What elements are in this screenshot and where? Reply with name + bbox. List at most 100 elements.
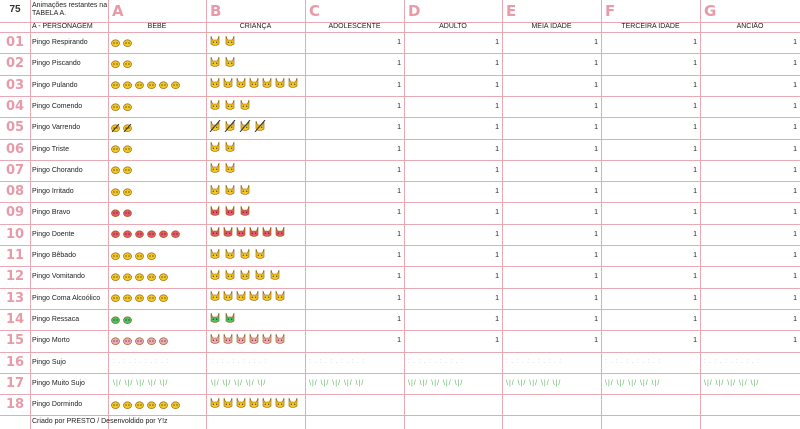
- row-name[interactable]: Pingo Varrendo: [32, 124, 81, 132]
- value-cell[interactable]: 1: [594, 273, 598, 281]
- value-cell[interactable]: 1: [693, 294, 697, 302]
- value-cell[interactable]: 1: [594, 337, 598, 345]
- header-criança[interactable]: CRIANÇA: [239, 23, 272, 30]
- value-cell[interactable]: 1: [397, 39, 401, 46]
- value-cell[interactable]: 1: [397, 60, 401, 68]
- row-number[interactable]: 09: [5, 205, 25, 221]
- value-cell[interactable]: [502, 394, 599, 415]
- sprite-cell-crianca[interactable]: [206, 245, 305, 266]
- sprite-cell-crianca[interactable]: [206, 394, 305, 415]
- value-cell[interactable]: 1: [397, 209, 401, 217]
- row-name[interactable]: Pingo Vomitando: [32, 273, 85, 281]
- value-cell[interactable]: 1: [397, 81, 401, 89]
- value-cell[interactable]: 1: [693, 315, 697, 323]
- sprite-cell-pattern[interactable]: : . : . : . : . : . :: [601, 352, 700, 373]
- sprite-cell-bebe[interactable]: [108, 53, 206, 74]
- row-name[interactable]: Pingo Coma Alcoólico: [32, 294, 101, 302]
- value-cell[interactable]: 1: [693, 102, 697, 110]
- value-cell[interactable]: 1: [495, 60, 499, 68]
- sprite-cell-crianca[interactable]: [206, 266, 305, 287]
- sprite-cell-pattern[interactable]: : . : . : . : . : . :: [502, 352, 601, 373]
- row-number[interactable]: 02: [5, 56, 25, 72]
- sprite-cell-pattern[interactable]: \|/ \|/ \|/ \|/ \|/: [502, 373, 601, 394]
- sprite-cell-crianca[interactable]: [206, 32, 305, 53]
- value-cell[interactable]: 1: [495, 39, 499, 46]
- row-number[interactable]: 10: [5, 226, 25, 242]
- sprite-cell-bebe[interactable]: [108, 117, 206, 138]
- sprite-cell-bebe[interactable]: [108, 266, 206, 287]
- row-name[interactable]: Pingo Triste: [32, 145, 69, 153]
- column-letter-b[interactable]: B: [210, 2, 222, 20]
- value-cell[interactable]: 1: [495, 315, 499, 323]
- value-cell[interactable]: 1: [495, 81, 499, 89]
- sprite-cell-bebe[interactable]: [108, 181, 206, 202]
- row-name[interactable]: Pingo Chorando: [32, 166, 83, 174]
- value-cell[interactable]: 1: [397, 294, 401, 302]
- header-personagem[interactable]: A - PERSONAGEM: [32, 23, 93, 30]
- row-name[interactable]: Pingo Morto: [32, 337, 70, 345]
- footer-credits[interactable]: Criado por PRESTO / Desenvoldido por Y!z: [32, 418, 168, 426]
- value-cell[interactable]: 1: [397, 166, 401, 174]
- sprite-cell-pattern[interactable]: \|/ \|/ \|/ \|/ \|/: [601, 373, 700, 394]
- value-cell[interactable]: 1: [793, 337, 797, 345]
- value-cell[interactable]: 1: [594, 315, 598, 323]
- value-cell[interactable]: 1: [693, 337, 697, 345]
- value-cell[interactable]: 1: [397, 315, 401, 323]
- value-cell[interactable]: 1: [397, 273, 401, 281]
- value-cell[interactable]: 1: [693, 252, 697, 259]
- row-name[interactable]: Pingo Piscando: [32, 60, 81, 68]
- value-cell[interactable]: 1: [793, 188, 797, 196]
- value-cell[interactable]: 1: [594, 145, 598, 153]
- row-number[interactable]: 04: [5, 98, 25, 114]
- sprite-cell-pattern[interactable]: : . : . : . : . : . :: [404, 352, 502, 373]
- sprite-cell-crianca[interactable]: [206, 53, 305, 74]
- sprite-cell-crianca[interactable]: [206, 160, 305, 181]
- row-name[interactable]: Pingo Ressaca: [32, 315, 80, 323]
- value-cell[interactable]: 1: [594, 102, 598, 110]
- value-cell[interactable]: 1: [397, 145, 401, 153]
- sprite-cell-bebe[interactable]: [108, 139, 206, 160]
- row-number[interactable]: 13: [5, 290, 25, 306]
- value-cell[interactable]: 1: [693, 273, 697, 281]
- value-cell[interactable]: 1: [793, 102, 797, 110]
- value-cell[interactable]: 1: [793, 39, 797, 46]
- row-number[interactable]: 12: [5, 269, 25, 285]
- value-cell[interactable]: 1: [793, 145, 797, 153]
- value-cell[interactable]: 1: [397, 337, 401, 345]
- row-name[interactable]: Pingo Dormindo: [32, 401, 83, 409]
- sprite-cell-crianca[interactable]: [206, 224, 305, 245]
- value-cell[interactable]: 1: [495, 102, 499, 110]
- column-letter-g[interactable]: G: [704, 2, 717, 20]
- sprite-cell-crianca[interactable]: [206, 330, 305, 351]
- value-cell[interactable]: 1: [793, 294, 797, 302]
- row-number[interactable]: 15: [5, 333, 25, 349]
- value-cell[interactable]: 1: [495, 294, 499, 302]
- header-terceira-idade[interactable]: TERCEIRA IDADE: [621, 23, 680, 30]
- header-adolescente[interactable]: ADOLESCENTE: [328, 23, 381, 30]
- sprite-cell-crianca[interactable]: [206, 139, 305, 160]
- value-cell[interactable]: 1: [594, 188, 598, 196]
- value-cell[interactable]: 1: [793, 230, 797, 238]
- row-number[interactable]: 05: [5, 120, 25, 136]
- row-name[interactable]: Pingo Bêbado: [32, 252, 76, 259]
- row-number[interactable]: 14: [5, 311, 25, 327]
- value-cell[interactable]: 1: [397, 252, 401, 259]
- row-number[interactable]: 08: [5, 184, 25, 200]
- header-meia-idade[interactable]: MEIA IDADE: [531, 23, 572, 30]
- sprite-cell-crianca[interactable]: [206, 202, 305, 223]
- value-cell[interactable]: 1: [793, 209, 797, 217]
- value-cell[interactable]: 1: [693, 81, 697, 89]
- row-name[interactable]: Pingo Respirando: [32, 39, 88, 46]
- value-cell[interactable]: [404, 394, 500, 415]
- sprite-cell-pattern[interactable]: : . : . : . : . : . :: [700, 352, 800, 373]
- value-cell[interactable]: 1: [693, 230, 697, 238]
- row-number[interactable]: 01: [5, 35, 25, 50]
- value-cell[interactable]: 1: [495, 188, 499, 196]
- value-cell[interactable]: 1: [495, 230, 499, 238]
- sprite-cell-bebe[interactable]: [108, 245, 206, 266]
- value-cell[interactable]: 1: [693, 145, 697, 153]
- value-cell[interactable]: [700, 394, 798, 415]
- value-cell[interactable]: 1: [793, 273, 797, 281]
- header-ancião[interactable]: ANCIÃO: [736, 23, 764, 30]
- row-name[interactable]: Pingo Pulando: [32, 81, 78, 89]
